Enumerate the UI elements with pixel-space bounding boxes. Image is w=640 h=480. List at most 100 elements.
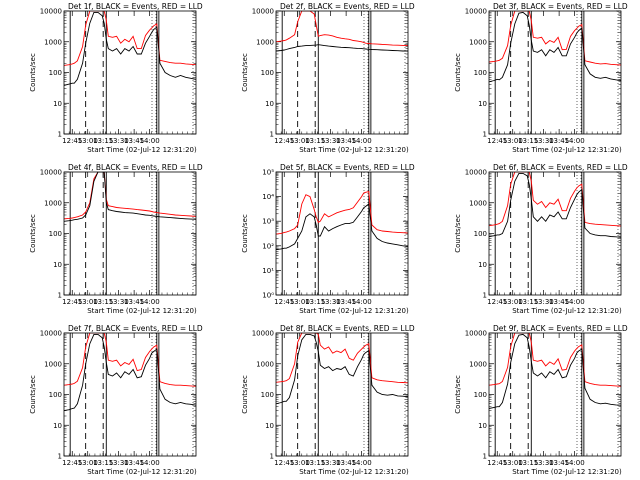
plot-frame [488,171,622,296]
x-axis-label: Start Time (02-Jul-12 12:31:20) [512,468,622,476]
series-line-events [276,44,408,52]
x-tick-label: 13:15 [518,137,538,145]
y-tick-label: 10³ [262,218,274,226]
y-tick-label: 10000 [40,330,62,338]
plot-frame [275,171,409,296]
x-axis-label: Start Time (02-Jul-12 12:31:20) [87,146,197,154]
series-line-events [489,333,621,409]
x-tick-label: 13:00 [290,298,310,306]
x-tick-label: 13:15 [518,298,538,306]
y-tick-label: 100 [261,69,274,77]
y-tick-label: 10 [53,261,62,269]
x-tick-label: 13:30 [109,298,129,306]
x-tick-label: 13:45 [124,137,144,145]
x-tick-label: 13:15 [518,459,538,467]
y-tick-label: 10 [265,422,274,430]
x-tick-label: 14:00 [352,459,372,467]
y-tick-label: 10² [262,242,274,250]
y-tick-label: 10 [478,422,487,430]
y-tick-label: 1 [58,131,62,139]
panel-title: Det 4f, BLACK = Events, RED = LLD [68,163,203,172]
x-tick-label: 13:00 [78,137,98,145]
x-tick-label: 13:30 [321,459,341,467]
y-tick-label: 10000 [465,8,487,16]
x-tick-label: 13:30 [534,298,554,306]
plot-frame [275,332,409,457]
x-tick-label: 13:30 [321,137,341,145]
x-tick-label: 13:30 [534,459,554,467]
x-tick-label: 12:45 [274,459,294,467]
y-tick-label: 1 [483,453,487,461]
x-tick-label: 12:45 [62,459,82,467]
x-tick-label: 13:45 [336,298,356,306]
x-tick-label: 14:00 [140,459,160,467]
x-tick-label: 13:30 [109,459,129,467]
y-axis-label: Counts/sec [241,375,249,414]
panel-title: Det 6f, BLACK = Events, RED = LLD [493,163,628,172]
y-tick-label: 10⁰ [262,292,274,300]
series-line-events [276,203,408,251]
x-tick-label: 12:45 [487,137,507,145]
x-tick-label: 13:15 [93,137,113,145]
x-tick-label: 13:00 [78,459,98,467]
x-tick-label: 14:00 [352,137,372,145]
y-tick-label: 100 [49,69,62,77]
y-tick-label: 10000 [252,330,274,338]
y-tick-label: 10⁵ [262,169,274,177]
y-tick-label: 1 [58,453,62,461]
series-line-lld [64,333,196,387]
panel-title: Det 5f, BLACK = Events, RED = LLD [280,163,415,172]
panel-title: Det 3f, BLACK = Events, RED = LLD [493,2,628,11]
y-tick-label: 10¹ [262,267,274,275]
series-line-lld [489,172,621,227]
y-axis-label: Counts/sec [241,214,249,253]
panel-title: Det 7f, BLACK = Events, RED = LLD [68,324,203,333]
plot-frame [63,10,197,135]
panel-det-2: Det 2f, BLACK = Events, RED = LLD Counts/… [241,2,415,154]
series-line-lld [64,172,196,220]
panel-title: Det 9f, BLACK = Events, RED = LLD [493,324,628,333]
y-tick-label: 1 [270,131,274,139]
x-tick-label: 12:45 [487,298,507,306]
x-axis-label: Start Time (02-Jul-12 12:31:20) [299,468,409,476]
x-tick-label: 13:30 [109,137,129,145]
series-line-events [64,172,196,222]
plot-frame [488,332,622,457]
x-tick-label: 14:00 [140,137,160,145]
series-line-lld [276,11,408,47]
x-tick-label: 13:00 [78,298,98,306]
x-axis-label: Start Time (02-Jul-12 12:31:20) [299,307,409,315]
panel-det-6: Det 6f, BLACK = Events, RED = LLD Counts/… [454,163,628,315]
x-axis-label: Start Time (02-Jul-12 12:31:20) [299,146,409,154]
x-tick-label: 13:45 [124,298,144,306]
x-tick-label: 13:00 [290,137,310,145]
y-axis-label: Counts/sec [454,214,462,253]
x-tick-label: 13:00 [290,459,310,467]
x-tick-label: 13:30 [534,137,554,145]
y-tick-label: 1000 [469,38,487,46]
y-tick-label: 10000 [40,8,62,16]
x-tick-label: 13:15 [93,298,113,306]
y-tick-label: 10 [478,261,487,269]
x-axis-label: Start Time (02-Jul-12 12:31:20) [87,307,197,315]
x-tick-label: 13:00 [503,459,523,467]
series-line-lld [489,333,621,387]
x-tick-label: 12:45 [274,298,294,306]
y-tick-label: 100 [49,230,62,238]
x-tick-label: 13:15 [93,459,113,467]
panel-det-1: Det 1f, BLACK = Events, RED = LLD Counts/… [29,2,203,154]
y-tick-label: 10 [53,100,62,108]
plot-frame [488,10,622,135]
series-line-lld [276,333,408,384]
y-axis-label: Counts/sec [29,214,37,253]
x-tick-label: 14:00 [352,298,372,306]
y-tick-label: 1000 [469,360,487,368]
series-line-lld [64,11,196,66]
x-tick-label: 13:45 [549,298,569,306]
x-tick-label: 13:45 [336,459,356,467]
x-tick-label: 13:00 [503,137,523,145]
y-axis-label: Counts/sec [241,53,249,92]
x-tick-label: 13:15 [305,298,325,306]
